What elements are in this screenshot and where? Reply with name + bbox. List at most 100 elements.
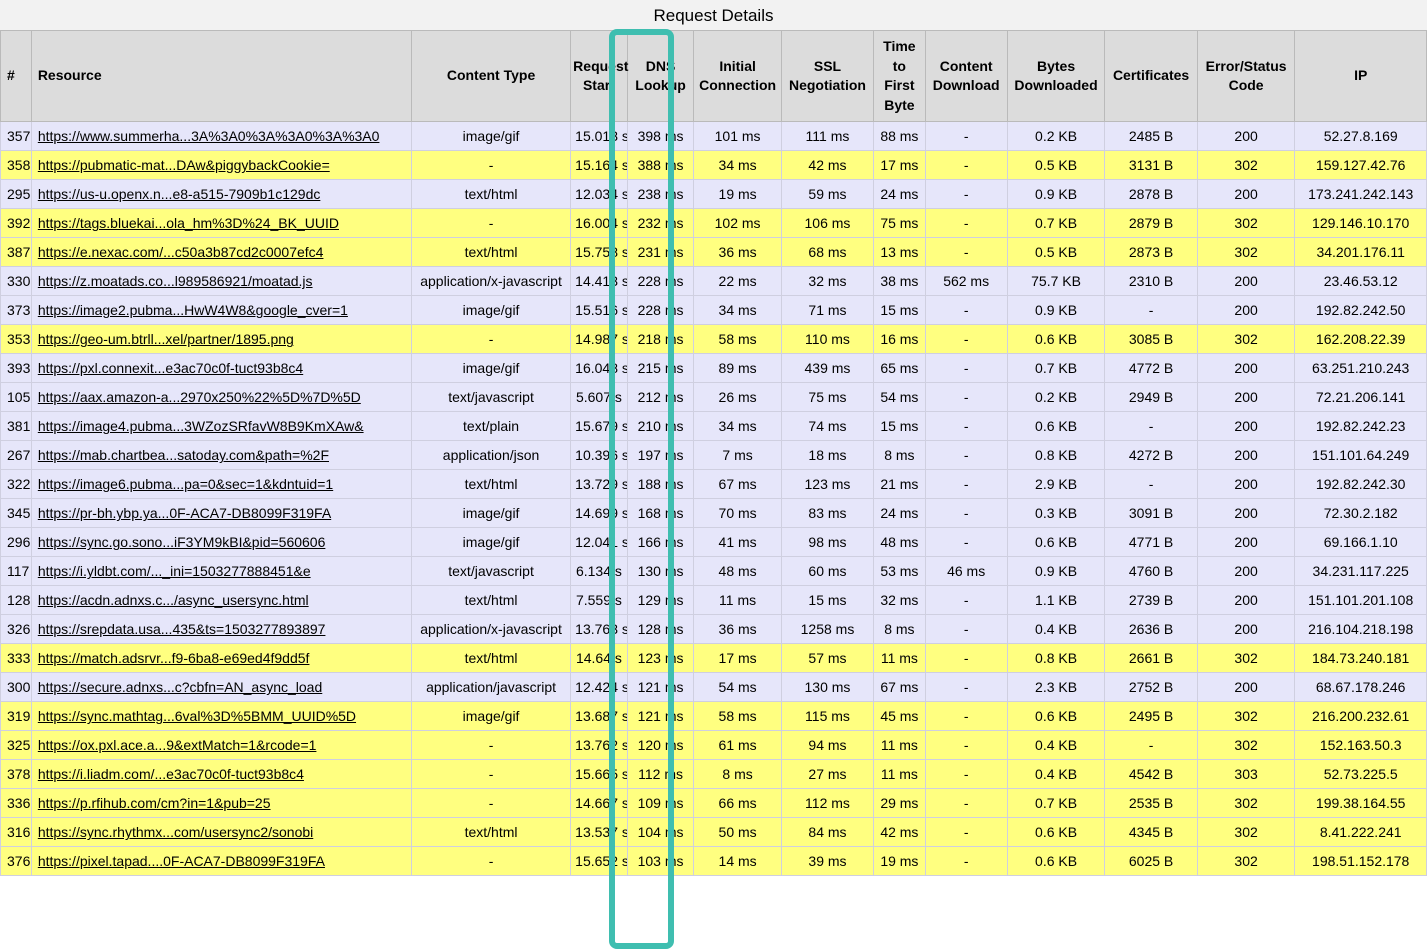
content-type: - <box>411 789 570 818</box>
time-to-first-byte: 24 ms <box>874 180 925 209</box>
resource-link[interactable]: https://image4.pubma...3WZozSRfavW8B9KmX… <box>38 418 364 434</box>
content-type: text/html <box>411 818 570 847</box>
table-row: 117https://i.yldbt.com/..._ini=150327788… <box>1 557 1427 586</box>
certificates: - <box>1105 296 1197 325</box>
initial-connection: 11 ms <box>694 586 781 615</box>
ip-address: 23.46.53.12 <box>1295 267 1427 296</box>
status-code: 200 <box>1197 528 1295 557</box>
resource-link[interactable]: https://ox.pxl.ace.a...9&extMatch=1&rcod… <box>38 737 317 753</box>
ssl-negotiation: 83 ms <box>781 499 873 528</box>
col-dns-lookup-header[interactable]: DNS Lookup <box>627 31 694 122</box>
table-row: 381https://image4.pubma...3WZozSRfavW8B9… <box>1 412 1427 441</box>
ip-address: 72.21.206.141 <box>1295 383 1427 412</box>
content-download: - <box>925 499 1007 528</box>
resource-link[interactable]: https://srepdata.usa...435&ts=1503277893… <box>38 621 326 637</box>
resource-link[interactable]: https://www.summerha...3A%3A0%3A%3A0%3A%… <box>38 128 380 144</box>
resource-link[interactable]: https://acdn.adnxs.c.../async_usersync.h… <box>38 592 309 608</box>
time-to-first-byte: 13 ms <box>874 238 925 267</box>
resource-link[interactable]: https://secure.adnxs...c?cbfn=AN_async_l… <box>38 679 322 695</box>
ip-address: 162.208.22.39 <box>1295 325 1427 354</box>
request-start: 14.413 s <box>571 267 628 296</box>
content-type: text/html <box>411 180 570 209</box>
ssl-negotiation: 1258 ms <box>781 615 873 644</box>
resource-link[interactable]: https://sync.rhythmx...com/usersync2/son… <box>38 824 313 840</box>
request-start: 14.987 s <box>571 325 628 354</box>
col-request-start-header[interactable]: Request Start <box>571 31 628 122</box>
resource-link[interactable]: https://sync.go.sono...iF3YM9kBI&pid=560… <box>38 534 326 550</box>
ip-address: 199.38.164.55 <box>1295 789 1427 818</box>
resource-link[interactable]: https://i.liadm.com/...e3ac70c0f-tuct93b… <box>38 766 304 782</box>
ip-address: 52.73.225.5 <box>1295 760 1427 789</box>
status-code: 302 <box>1197 325 1295 354</box>
bytes-downloaded: 0.8 KB <box>1007 441 1105 470</box>
resource-link-cell: https://pubmatic-mat...DAw&piggybackCook… <box>31 151 411 180</box>
resource-link[interactable]: https://image2.pubma...HwW4W8&google_cve… <box>38 302 348 318</box>
resource-link[interactable]: https://pubmatic-mat...DAw&piggybackCook… <box>38 157 330 173</box>
row-num: 295 <box>1 180 32 209</box>
col-content-type-header[interactable]: Content Type <box>411 31 570 122</box>
resource-link[interactable]: https://pr-bh.ybp.ya...0F-ACA7-DB8099F31… <box>38 505 331 521</box>
col-ttfb-header[interactable]: Time to First Byte <box>874 31 925 122</box>
resource-link-cell: https://i.liadm.com/...e3ac70c0f-tuct93b… <box>31 760 411 789</box>
resource-link[interactable]: https://mab.chartbea...satoday.com&path=… <box>38 447 329 463</box>
time-to-first-byte: 11 ms <box>874 644 925 673</box>
resource-link[interactable]: https://us-u.openx.n...e8-a515-7909b1c12… <box>38 186 321 202</box>
col-status-code-header[interactable]: Error/Status Code <box>1197 31 1295 122</box>
dns-lookup: 228 ms <box>627 267 694 296</box>
resource-link-cell: https://sync.mathtag...6val%3D%5BMM_UUID… <box>31 702 411 731</box>
table-wrap: Request Details # Resource Content Type … <box>0 0 1427 876</box>
ssl-negotiation: 123 ms <box>781 470 873 499</box>
col-certificates-header[interactable]: Certificates <box>1105 31 1197 122</box>
status-code: 200 <box>1197 470 1295 499</box>
col-bytes-downloaded-header[interactable]: Bytes Downloaded <box>1007 31 1105 122</box>
resource-link[interactable]: https://pixel.tapad....0F-ACA7-DB8099F31… <box>38 853 325 869</box>
status-code: 302 <box>1197 789 1295 818</box>
request-start: 14.64 s <box>571 644 628 673</box>
table-row: 322https://image6.pubma...pa=0&sec=1&kdn… <box>1 470 1427 499</box>
resource-link-cell: https://sync.rhythmx...com/usersync2/son… <box>31 818 411 847</box>
resource-link[interactable]: https://e.nexac.com/...c50a3b87cd2c0007e… <box>38 244 324 260</box>
row-num: 333 <box>1 644 32 673</box>
resource-link-cell: https://pxl.connexit...e3ac70c0f-tuct93b… <box>31 354 411 383</box>
resource-link[interactable]: https://image6.pubma...pa=0&sec=1&kdntui… <box>38 476 333 492</box>
status-code: 302 <box>1197 209 1295 238</box>
col-initial-connection-header[interactable]: Initial Connection <box>694 31 781 122</box>
table-row: 387https://e.nexac.com/...c50a3b87cd2c00… <box>1 238 1427 267</box>
time-to-first-byte: 65 ms <box>874 354 925 383</box>
resource-link[interactable]: https://sync.mathtag...6val%3D%5BMM_UUID… <box>38 708 356 724</box>
col-num-header[interactable]: # <box>1 31 32 122</box>
resource-link[interactable]: https://match.adsrvr...f9-6ba8-e69ed4f9d… <box>38 650 310 666</box>
resource-link[interactable]: https://aax.amazon-a...2970x250%22%5D%7D… <box>38 389 361 405</box>
resource-link[interactable]: https://p.rfihub.com/cm?in=1&pub=25 <box>38 795 271 811</box>
dns-lookup: 218 ms <box>627 325 694 354</box>
time-to-first-byte: 45 ms <box>874 702 925 731</box>
col-ssl-negotiation-header[interactable]: SSL Negotiation <box>781 31 873 122</box>
dns-lookup: 197 ms <box>627 441 694 470</box>
content-download: - <box>925 731 1007 760</box>
ssl-negotiation: 15 ms <box>781 586 873 615</box>
col-resource-header[interactable]: Resource <box>31 31 411 122</box>
resource-link[interactable]: https://i.yldbt.com/..._ini=150327788845… <box>38 563 311 579</box>
dns-lookup: 104 ms <box>627 818 694 847</box>
resource-link[interactable]: https://z.moatads.co...l989586921/moatad… <box>38 273 313 289</box>
resource-link[interactable]: https://geo-um.btrll...xel/partner/1895.… <box>38 331 294 347</box>
content-type: - <box>411 731 570 760</box>
resource-link[interactable]: https://pxl.connexit...e3ac70c0f-tuct93b… <box>38 360 303 376</box>
certificates: 4772 B <box>1105 354 1197 383</box>
resource-link[interactable]: https://tags.bluekai...ola_hm%3D%24_BK_U… <box>38 215 339 231</box>
time-to-first-byte: 8 ms <box>874 441 925 470</box>
request-start: 7.559 s <box>571 586 628 615</box>
col-ip-header[interactable]: IP <box>1295 31 1427 122</box>
resource-link-cell: https://z.moatads.co...l989586921/moatad… <box>31 267 411 296</box>
ssl-negotiation: 84 ms <box>781 818 873 847</box>
initial-connection: 8 ms <box>694 760 781 789</box>
certificates: 2535 B <box>1105 789 1197 818</box>
ip-address: 192.82.242.50 <box>1295 296 1427 325</box>
col-content-download-header[interactable]: Content Download <box>925 31 1007 122</box>
time-to-first-byte: 11 ms <box>874 760 925 789</box>
time-to-first-byte: 16 ms <box>874 325 925 354</box>
request-start: 13.762 s <box>571 731 628 760</box>
initial-connection: 22 ms <box>694 267 781 296</box>
certificates: 2739 B <box>1105 586 1197 615</box>
bytes-downloaded: 0.6 KB <box>1007 702 1105 731</box>
